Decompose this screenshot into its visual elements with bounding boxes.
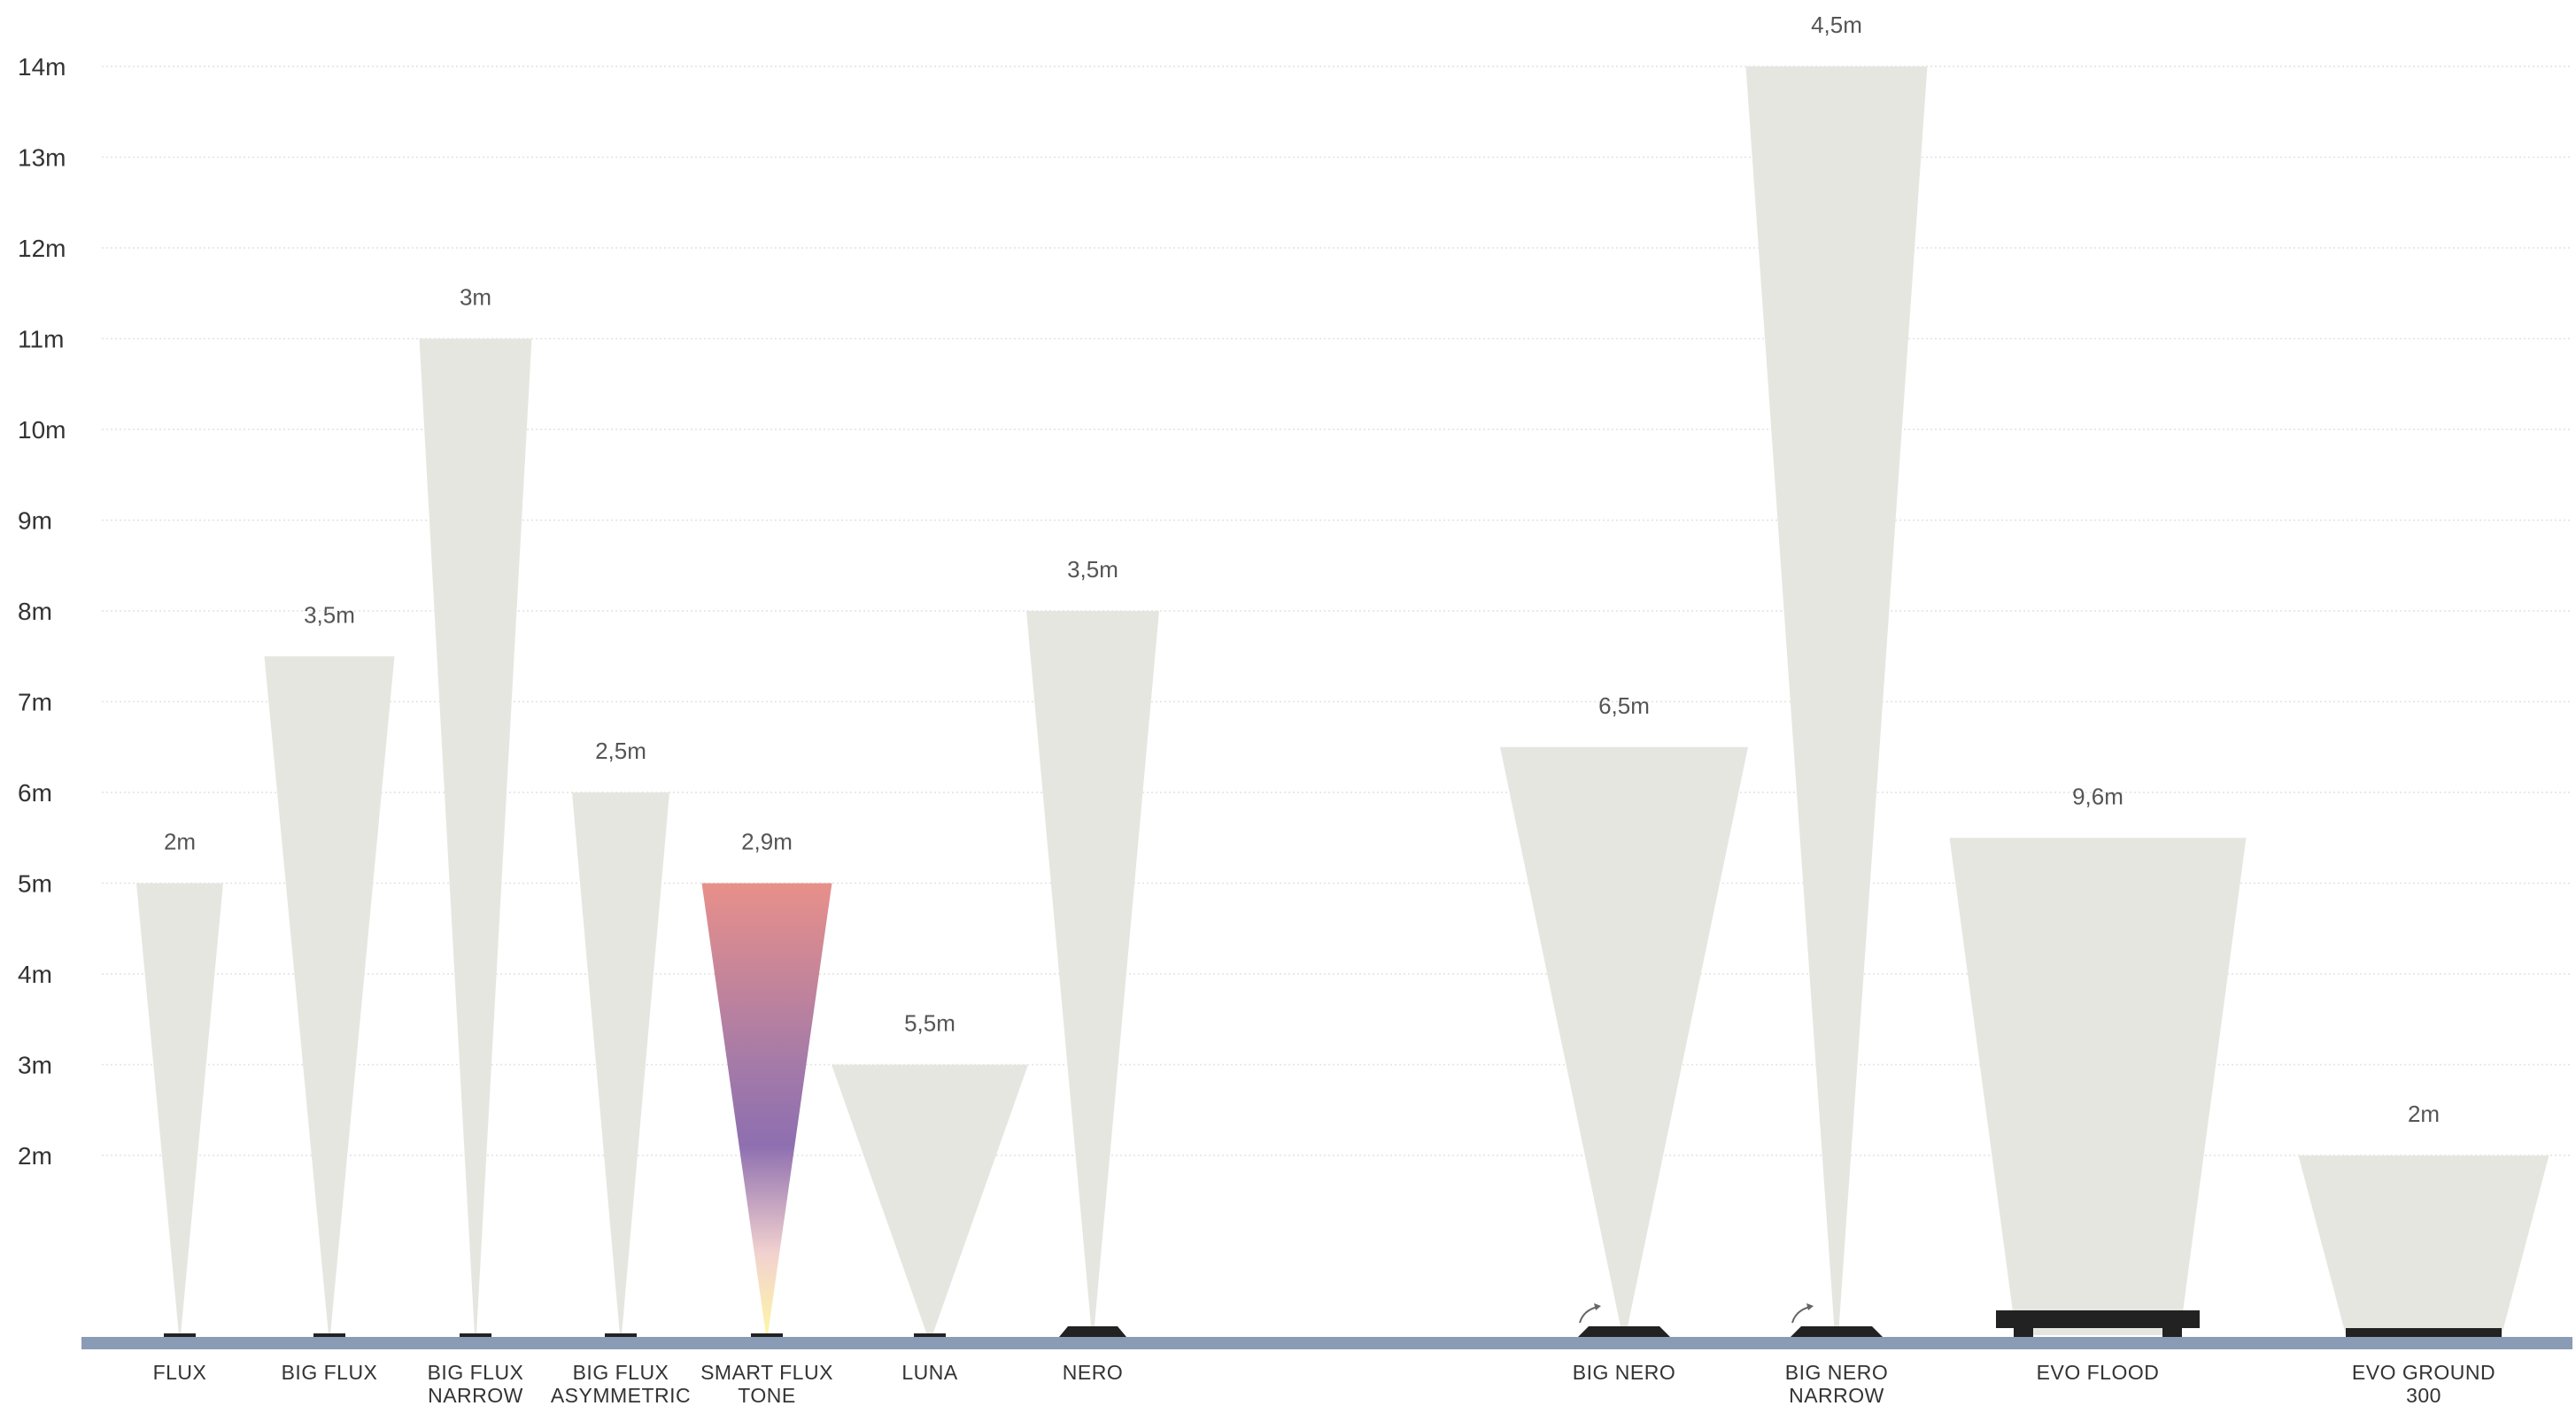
light-beams [136, 66, 2549, 1335]
beam-width-label: 3m [460, 284, 491, 311]
fixture-name-label: LUNA [901, 1361, 958, 1384]
fixture-foot [2014, 1326, 2033, 1337]
beam-width-label: 2,9m [741, 829, 793, 855]
light-beam [1745, 66, 1928, 1335]
fixture-icon [313, 1333, 345, 1337]
light-beam [572, 792, 669, 1335]
fixture-name-label: EVO FLOOD [2037, 1361, 2160, 1384]
fixture-name-label: BIG NERO [1785, 1361, 1888, 1384]
light-beam [419, 338, 532, 1335]
light-beam [832, 1064, 1028, 1335]
fixture-name-label: EVO GROUND [2352, 1361, 2495, 1384]
y-tick-label: 10m [18, 416, 66, 444]
tilt-arrow-icon [1791, 1306, 1811, 1324]
fixture-foot [2162, 1326, 2182, 1337]
light-beam [136, 883, 223, 1335]
fixture-name-label: NARROW [428, 1384, 523, 1406]
y-tick-label: 7m [18, 689, 52, 716]
fixture-icon [605, 1333, 637, 1337]
beam-width-labels: 2m 3,5m 3m 2,5m 2,9m 5,5m 3,5m 6,5m 4,5m 9,6m 2m [164, 12, 2440, 1127]
ground-line [81, 1337, 2572, 1349]
tilt-arrow-icon [1579, 1306, 1598, 1324]
y-axis-ticks: 14m 13m 12m 11m 10m 9m 8m 7m 6m 5m 4m 3m 2m [18, 53, 66, 1170]
y-tick-label: 6m [18, 779, 52, 807]
y-tick-label: 8m [18, 598, 52, 625]
tilt-arrowhead-icon [1594, 1303, 1601, 1310]
beam-width-label: 6,5m [1598, 692, 1650, 719]
y-tick-label: 13m [18, 144, 66, 172]
beam-width-label: 3,5m [304, 601, 355, 628]
y-tick-label: 9m [18, 507, 52, 535]
light-beam [264, 656, 395, 1335]
y-tick-label: 3m [18, 1052, 52, 1079]
fixture-icon [1578, 1326, 1670, 1337]
tilt-arrowhead-icon [1806, 1303, 1814, 1310]
fixture-name-label: NERO [1063, 1361, 1123, 1384]
fixtures [164, 1303, 2502, 1337]
light-beam [1500, 746, 1748, 1335]
beam-width-label: 9,6m [2072, 783, 2123, 809]
fixture-icon [2346, 1328, 2502, 1337]
fixture-name-label: 300 [2406, 1384, 2441, 1406]
light-beam [2298, 1155, 2549, 1335]
fixture-icon [460, 1333, 491, 1337]
y-tick-label: 4m [18, 961, 52, 988]
beam-width-label: 5,5m [904, 1010, 955, 1037]
fixture-name-label: FLUX [153, 1361, 207, 1384]
fixture-icon [1791, 1326, 1883, 1337]
y-tick-label: 14m [18, 53, 66, 81]
fixture-name-label: ASYMMETRIC [551, 1384, 691, 1406]
fixture-name-label: BIG FLUX [428, 1361, 524, 1384]
fixture-name-label: BIG NERO [1573, 1361, 1675, 1384]
light-beam [1026, 611, 1159, 1335]
fixture-name-label: SMART FLUX [700, 1361, 833, 1384]
fixture-icon [1059, 1326, 1126, 1337]
fixture-icon [751, 1333, 783, 1337]
fixture-name-label: TONE [738, 1384, 795, 1406]
light-beam [701, 883, 832, 1335]
beam-width-label: 3,5m [1067, 556, 1118, 583]
beam-width-label: 2,5m [595, 738, 646, 764]
fixture-icon [1996, 1310, 2200, 1328]
ground-strip [81, 1337, 2572, 1349]
fixture-name-label: NARROW [1789, 1384, 1884, 1406]
fixture-icon [914, 1333, 946, 1337]
fixture-name-label: BIG FLUX [573, 1361, 669, 1384]
beam-width-label: 2m [2408, 1101, 2440, 1127]
y-tick-label: 2m [18, 1142, 52, 1170]
light-beam [1949, 838, 2247, 1335]
y-tick-label: 11m [18, 326, 64, 353]
fixture-name-label: BIG FLUX [282, 1361, 378, 1384]
beam-width-label: 4,5m [1811, 12, 1862, 38]
y-tick-label: 12m [18, 235, 66, 262]
y-tick-label: 5m [18, 870, 52, 898]
beam-width-label: 2m [164, 829, 196, 855]
fixture-icon [164, 1333, 196, 1337]
